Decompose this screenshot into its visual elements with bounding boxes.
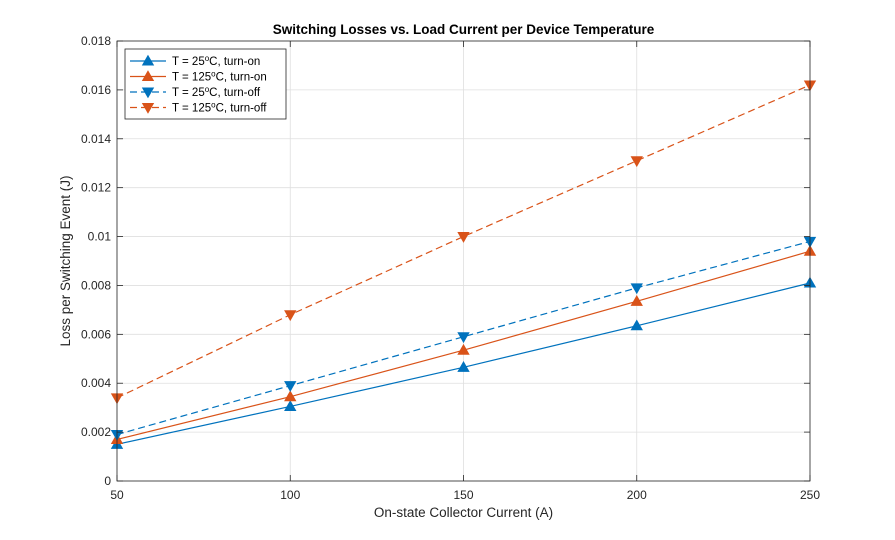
data-point xyxy=(630,295,643,306)
legend-label: T = 25oC, turn-off xyxy=(172,85,261,99)
y-tick-label: 0.004 xyxy=(81,376,111,390)
y-tick-label: 0.014 xyxy=(81,132,111,146)
y-tick-label: 0.006 xyxy=(81,327,111,341)
x-tick-label: 200 xyxy=(627,488,647,502)
legend-label: T = 125oC, turn-on xyxy=(172,70,267,84)
legend-item: T = 25oC, turn-on xyxy=(130,54,260,68)
degree-superscript: o xyxy=(211,70,216,79)
legend-label-prefix: T = 25 xyxy=(172,87,205,99)
y-axis-label: Loss per Switching Event (J) xyxy=(58,175,73,346)
data-point xyxy=(457,332,470,344)
y-tick-label: 0.016 xyxy=(81,83,111,97)
legend-label-suffix: C, turn-on xyxy=(216,72,267,84)
legend-label: T = 125oC, turn-off xyxy=(172,101,267,115)
y-tick-label: 0.008 xyxy=(81,278,111,292)
legend-marker xyxy=(141,70,155,82)
legend-label-prefix: T = 125 xyxy=(172,103,211,115)
data-point xyxy=(630,283,643,295)
data-point xyxy=(284,400,297,411)
y-tick-label: 0 xyxy=(104,474,111,488)
legend-marker xyxy=(141,54,155,66)
y-tick-label: 0.01 xyxy=(88,230,112,244)
degree-superscript: o xyxy=(211,101,216,110)
y-tick-label: 0.002 xyxy=(81,425,111,439)
data-point xyxy=(457,361,470,372)
legend-marker xyxy=(141,102,155,114)
legend-item: T = 125oC, turn-off xyxy=(130,101,267,115)
legend-label: T = 25oC, turn-on xyxy=(172,54,260,68)
x-tick-label: 250 xyxy=(800,488,820,502)
data-point xyxy=(284,381,297,392)
legend-label-prefix: T = 125 xyxy=(172,72,211,84)
data-point xyxy=(630,319,643,331)
axis-ticks xyxy=(116,40,811,482)
legend-label-suffix: C, turn-on xyxy=(209,56,260,68)
data-point xyxy=(457,232,470,243)
degree-superscript: o xyxy=(205,54,210,63)
y-tick-label: 0.012 xyxy=(81,181,111,195)
y-tick-label: 0.018 xyxy=(81,34,111,48)
legend: T = 25oC, turn-onT = 125oC, turn-onT = 2… xyxy=(124,48,287,120)
legend-item: T = 125oC, turn-on xyxy=(130,70,267,84)
data-point xyxy=(284,390,297,402)
x-axis-label: On-state Collector Current (A) xyxy=(374,505,553,520)
legend-item: T = 25oC, turn-off xyxy=(130,85,261,99)
data-point xyxy=(284,310,297,322)
x-tick-labels: 50 100 150 200 250 xyxy=(110,488,820,502)
data-point xyxy=(457,343,470,355)
series-layer xyxy=(110,80,817,449)
x-tick-label: 100 xyxy=(280,488,300,502)
degree-superscript: o xyxy=(205,85,210,94)
legend-label-prefix: T = 25 xyxy=(172,56,205,68)
legend-marker xyxy=(141,87,155,99)
y-tick-labels: 0 0.002 0.004 0.006 0.008 0.01 0.012 0.014 0.016… xyxy=(81,34,111,488)
x-tick-label: 50 xyxy=(110,488,124,502)
series-line xyxy=(116,240,811,436)
chart-title: Switching Losses vs. Load Current per De… xyxy=(273,22,655,37)
x-tick-label: 150 xyxy=(453,488,473,502)
legend-label-suffix: C, turn-off xyxy=(209,87,261,99)
legend-label-suffix: C, turn-off xyxy=(216,103,268,115)
data-point xyxy=(630,156,643,168)
